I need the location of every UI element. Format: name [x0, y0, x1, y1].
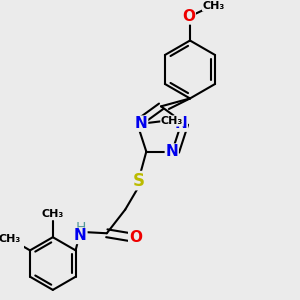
Text: O: O — [129, 230, 142, 245]
Text: N: N — [175, 116, 187, 131]
Text: CH₃: CH₃ — [161, 116, 183, 126]
Text: O: O — [182, 9, 195, 24]
Text: CH₃: CH₃ — [0, 233, 21, 244]
Text: N: N — [165, 144, 178, 159]
Text: CH₃: CH₃ — [202, 1, 225, 11]
Text: S: S — [132, 172, 144, 190]
Text: N: N — [135, 116, 148, 131]
Text: CH₃: CH₃ — [42, 208, 64, 218]
Text: H: H — [75, 221, 86, 235]
Text: N: N — [74, 228, 87, 243]
